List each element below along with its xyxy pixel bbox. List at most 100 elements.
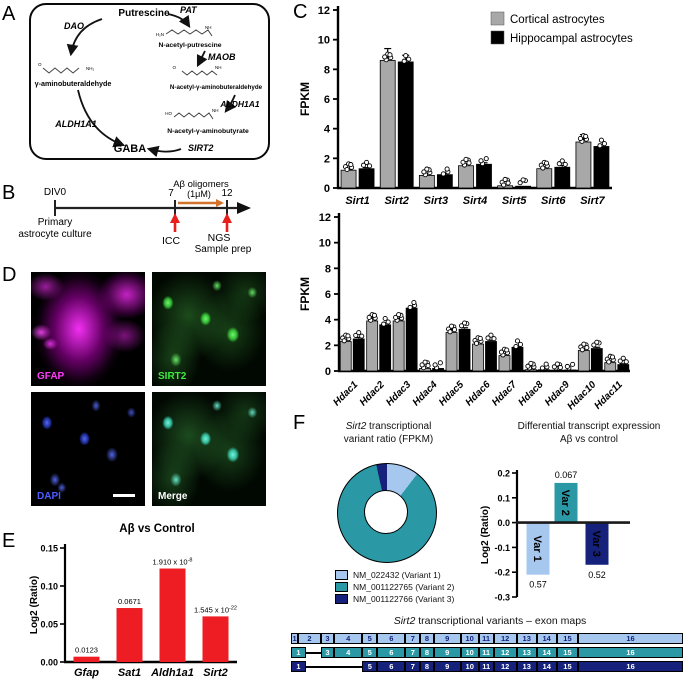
atom-nh2: NH₂: [86, 66, 94, 71]
exon-map-title-rest: transcriptional variants – exon maps: [415, 615, 587, 627]
exon-map-row-variant1: 1 2 3 4 5 6 7 8 9 10 11 12 13 14 15 16: [291, 633, 683, 644]
exon-3: 3: [320, 633, 335, 644]
bar: [458, 328, 471, 372]
variant-expression-title: Differential transcript expression Aβ vs…: [494, 420, 684, 446]
data-point: [620, 355, 626, 361]
data-point: [458, 323, 465, 329]
y-tick-label: 6: [325, 289, 331, 301]
exon-2: 2: [298, 633, 321, 644]
n-acetyl-gaba-aldehyde-label: N-acetyl-γ-aminobuteraldehyde: [170, 84, 263, 91]
bar: [554, 482, 578, 523]
donut-hole: [364, 490, 408, 534]
data-point: [577, 135, 583, 142]
exon-1: 1: [291, 661, 306, 672]
n-acetyl-gaba-aldehyde-structure: [181, 70, 218, 76]
exon-8: 8: [420, 661, 434, 672]
data-point: [525, 363, 531, 369]
data-point: [382, 54, 388, 60]
y-tick-label: 2: [324, 153, 330, 165]
gaba-aldehyde-structure: [42, 67, 80, 74]
category-label: Hdac7: [490, 379, 519, 408]
data-point: [539, 365, 545, 371]
category-label: Hdac10: [566, 379, 599, 412]
exon-14: 14: [536, 661, 557, 672]
atom-o: O: [38, 62, 42, 67]
aldh1a1-right-arrow: [224, 94, 237, 113]
bar: [593, 146, 610, 189]
data-point: [401, 58, 407, 64]
category-label: Sirt2: [384, 195, 408, 207]
data-point: [564, 363, 570, 370]
variant-expression-chart: 0.2 0.1 0.0 -0.1 -0.2 -0.3 Log2 (Ratio) Var 1 0.…: [478, 443, 658, 618]
panel-c-label: C: [293, 1, 308, 23]
exon-map-row-variant2: 1 3 4 5 6 7 8 9 10 11 12 13 14 15 16: [291, 647, 683, 658]
dapi-image: DAPI: [31, 392, 145, 506]
astrocyte-culture-label: astrocyte culture: [18, 229, 92, 240]
immunofluorescence-grid: GFAP SIRT2 DAPI Merge: [31, 272, 271, 514]
exon-14: 14: [536, 633, 557, 644]
exon-7: 7: [405, 647, 421, 658]
value-label: 1.545 x 10-22: [194, 605, 237, 614]
data-point: [579, 347, 585, 353]
data-point: [396, 312, 402, 318]
bar: [551, 369, 564, 372]
exon-11: 11: [478, 661, 494, 672]
data-point: [517, 180, 523, 186]
data-point: [483, 156, 489, 162]
exon-5: 5: [362, 661, 378, 672]
data-point: [361, 162, 367, 168]
bar: [340, 169, 357, 189]
data-point: [609, 354, 616, 360]
data-point: [451, 327, 458, 333]
bar: [445, 332, 458, 372]
exon-15: 15: [556, 647, 579, 658]
category-label: Hdac4: [411, 379, 440, 408]
data-point: [348, 162, 354, 168]
maob-arrow: [196, 50, 208, 68]
category-label: Sirt2: [203, 667, 227, 679]
data-point: [491, 336, 497, 342]
bar-label: Var 1: [531, 535, 543, 561]
data-point: [559, 158, 565, 164]
data-point: [517, 341, 524, 348]
legend-item-variant3: NM_001122766 (Variant 3): [335, 593, 454, 605]
y-tick-label: 12: [319, 212, 331, 224]
exon-5: 5: [362, 633, 378, 644]
icc-arrowhead: [170, 213, 180, 223]
data-point: [366, 314, 372, 320]
y-tick-label: 0.1: [497, 493, 510, 503]
data-point: [406, 56, 412, 62]
data-point: [617, 358, 623, 364]
bar: [511, 346, 524, 372]
data-point: [601, 141, 607, 147]
data-point: [473, 340, 480, 346]
data-point: [554, 361, 560, 367]
category-label: Sirt3: [424, 195, 448, 207]
exon-15: 15: [556, 661, 579, 672]
n-acetyl-putrescine-label: N-acetyl-putrescine: [158, 42, 221, 49]
bar: [575, 141, 592, 189]
bar: [577, 350, 590, 372]
category-label: Gfap: [74, 667, 99, 679]
variant1-swatch: [335, 570, 348, 580]
atom-nh: NH: [205, 25, 212, 30]
exon-6: 6: [377, 647, 406, 658]
data-point: [478, 158, 484, 164]
data-point: [514, 338, 521, 344]
y-axis-title: FPKM: [298, 277, 312, 311]
donut-title-rest: transcriptional: [366, 421, 432, 432]
gfap-image-label: GFAP: [37, 371, 65, 382]
y-tick-label: 10: [318, 35, 330, 47]
y-tick-label: 0.0: [497, 518, 510, 528]
exon-16: 16: [578, 647, 683, 658]
variant3-swatch: [335, 594, 348, 604]
atom-h2n: H₂N: [156, 32, 164, 37]
data-point: [403, 53, 409, 59]
bar: [498, 355, 511, 372]
y-tick-label: 4: [324, 124, 331, 136]
panel-a-label: A: [2, 3, 16, 25]
bar: [436, 174, 453, 189]
exon-7: 7: [405, 661, 421, 672]
bar: [379, 324, 392, 372]
bar: [405, 307, 418, 372]
